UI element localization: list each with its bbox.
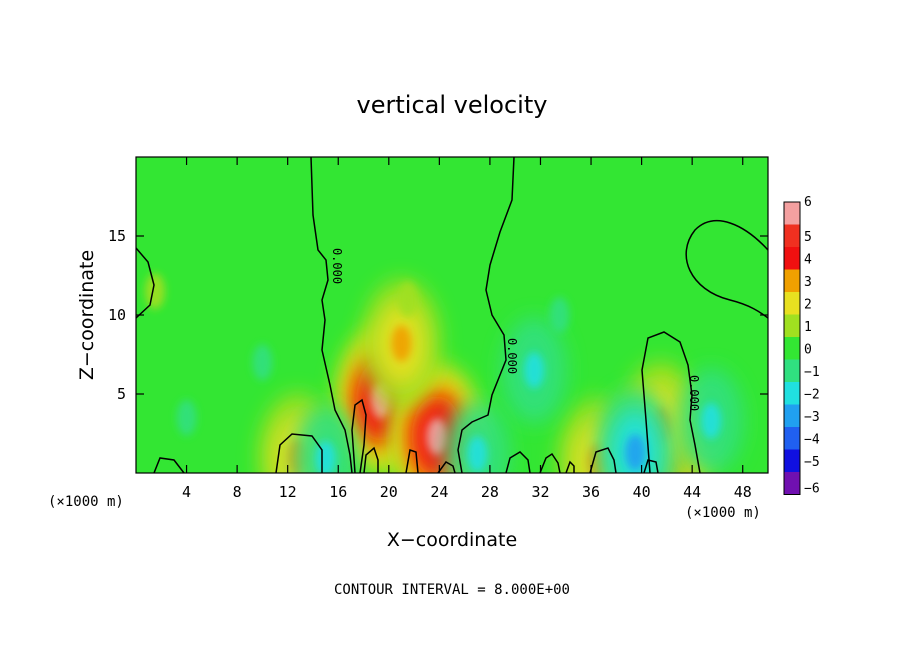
colorbar-swatch: [784, 292, 800, 315]
x-axis-label: X−coordinate: [387, 529, 517, 551]
colorbar-label: −5: [804, 455, 820, 470]
colorbar-label: −1: [804, 365, 820, 380]
y-tick-label: 5: [117, 385, 126, 403]
x-tick-label: 12: [279, 483, 297, 501]
field-feature: [397, 281, 418, 318]
contour-line: [565, 460, 575, 473]
contour-line: [363, 446, 379, 473]
colorbar-swatch: [784, 404, 800, 427]
colorbar-label: 5: [804, 230, 812, 245]
y-axis: 5 10 15: [108, 227, 768, 403]
contour-label: 0.000: [505, 338, 519, 374]
field-blob: [391, 325, 412, 362]
colorbar-swatch: [784, 472, 800, 495]
field-blob: [397, 281, 418, 318]
x-tick-label: 44: [683, 483, 701, 501]
field-feature: [501, 317, 567, 424]
colorbar-label: −2: [804, 387, 820, 402]
contour-line: [589, 447, 617, 473]
contour-label: 0.000: [330, 248, 344, 284]
zero-contour-lines: [136, 157, 768, 473]
field-feature: [361, 278, 442, 409]
contour-line: [643, 459, 659, 473]
chart-title: vertical velocity: [357, 91, 548, 119]
colorbar: 6 5 4 3 2 1 0 −1 −2 −3 −4 −5 −6: [783, 195, 820, 497]
field-feature: [252, 344, 273, 381]
field-blob: [549, 297, 570, 333]
colorbar-label: 3: [804, 275, 812, 290]
field-feature: [549, 297, 570, 333]
colorbar-label: 4: [804, 252, 812, 267]
colorbar-frame: [783, 201, 801, 495]
contour-line: [351, 398, 367, 473]
y-axis-label: Z−coordinate: [76, 250, 98, 380]
colorbar-swatch: [784, 382, 800, 405]
contour-line: [405, 449, 419, 473]
y-tick-label: 15: [108, 227, 126, 245]
x-tick-label: 32: [531, 483, 549, 501]
colorbar-swatch: [784, 449, 800, 472]
x-unit-right: (×1000 m): [685, 505, 761, 521]
x-tick-label: 20: [380, 483, 398, 501]
colorbar-label: 6: [804, 195, 812, 210]
field-blob: [625, 434, 646, 471]
colorbar-swatch: [784, 269, 800, 292]
field-feature: [444, 401, 510, 473]
contour-line: [685, 220, 768, 319]
contour-labels: 0.000 0.000 0.000: [330, 248, 701, 411]
x-tick-label: 28: [481, 483, 499, 501]
colorbar-label: −6: [804, 482, 820, 497]
colorbar-swatch: [784, 314, 800, 337]
colorbar-label: −4: [804, 432, 820, 447]
contour-line: [275, 433, 323, 473]
x-tick-label: 36: [582, 483, 600, 501]
x-tick-label: 4: [182, 483, 191, 501]
field-blob: [426, 418, 447, 455]
contour-interval-note: CONTOUR INTERVAL = 8.000E+00: [334, 582, 570, 598]
x-tick-label: 48: [734, 483, 752, 501]
colorbar-swatch: [784, 247, 800, 270]
contour-line: [310, 157, 353, 473]
x-tick-label: 8: [233, 483, 242, 501]
contour-line: [153, 457, 185, 473]
field-blob: [524, 352, 545, 389]
contour-line: [505, 451, 531, 473]
field-blob: [467, 436, 488, 473]
colorbar-swatch: [784, 359, 800, 382]
x-tick-label: 40: [633, 483, 651, 501]
y-tick-label: 10: [108, 306, 126, 324]
x-tick-label: 24: [430, 483, 448, 501]
colorbar-swatch: [784, 337, 800, 360]
field-blob: [701, 402, 722, 439]
field-blob: [144, 273, 165, 310]
field-feature: [176, 399, 197, 436]
colorbar-label: −3: [804, 410, 820, 425]
field-feature: [595, 387, 676, 473]
x-axis: 4 8 12 16 20 24 28 32 36 40 44 48: [182, 157, 752, 501]
colorbar-swatch: [784, 224, 800, 247]
x-unit-left: (×1000 m): [48, 494, 124, 510]
field-feature: [144, 273, 165, 310]
colorbar-label: 1: [804, 320, 812, 335]
contour-line: [457, 157, 515, 473]
field-blob: [176, 399, 197, 436]
colorbar-swatch: [784, 202, 800, 225]
colorbar-swatch: [784, 427, 800, 450]
heatmap-field: 0.000 0.000 0.000: [136, 157, 768, 473]
contour-line: [539, 452, 561, 473]
colorbar-label: 2: [804, 297, 812, 312]
contour-line: [437, 461, 456, 473]
contour-line: [641, 331, 701, 473]
field-feature: [293, 405, 359, 473]
x-tick-label: 16: [329, 483, 347, 501]
field-blob: [252, 344, 273, 381]
contour-line: [136, 247, 155, 319]
contour-label: 0.000: [687, 375, 701, 411]
colorbar-label: 0: [804, 342, 812, 357]
